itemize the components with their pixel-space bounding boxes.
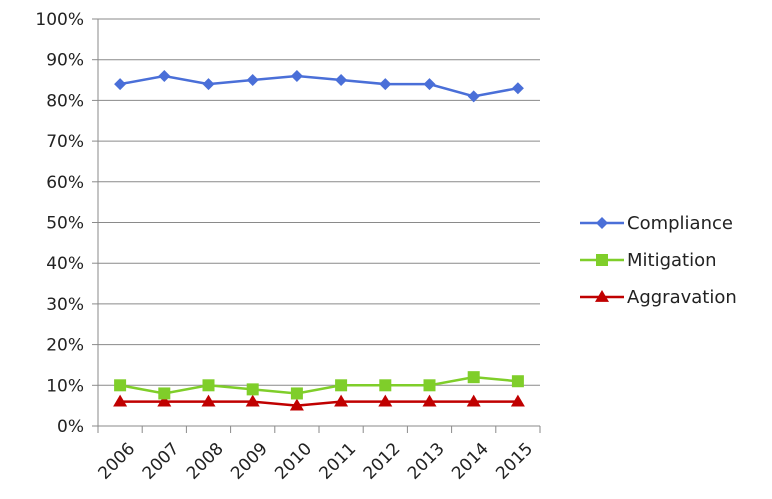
- legend-marker-mitigation: [596, 254, 608, 266]
- data-point-compliance: [246, 74, 259, 87]
- x-tick-label: 2007: [139, 439, 184, 484]
- x-tick-label: 2012: [360, 439, 405, 484]
- data-point-mitigation: [423, 379, 436, 392]
- x-tick-label: 2015: [492, 439, 537, 484]
- data-point-mitigation: [202, 379, 215, 392]
- legend-label-compliance: Compliance: [627, 213, 733, 234]
- data-point-aggravation: [157, 394, 172, 407]
- series-line-mitigation: [119, 375, 519, 395]
- data-point-compliance: [335, 74, 348, 87]
- y-tick-label: 30%: [46, 295, 84, 315]
- data-point-compliance: [290, 69, 303, 82]
- data-point-compliance: [114, 78, 127, 91]
- y-tick-label: 0%: [57, 417, 84, 437]
- data-point-compliance: [423, 78, 436, 91]
- data-point-mitigation: [335, 379, 348, 392]
- legend-label-mitigation: Mitigation: [627, 250, 717, 271]
- data-point-compliance: [467, 90, 480, 103]
- y-tick-label: 40%: [46, 254, 84, 274]
- x-tick-label: 2011: [316, 439, 361, 484]
- data-point-mitigation: [158, 387, 171, 400]
- data-point-mitigation: [511, 375, 524, 388]
- series-line-aggravation: [120, 400, 518, 407]
- data-point-aggravation: [422, 394, 437, 407]
- data-point-aggravation: [466, 394, 481, 407]
- data-point-mitigation: [379, 379, 392, 392]
- data-point-aggravation: [378, 394, 393, 407]
- data-point-compliance: [158, 69, 171, 82]
- x-tick-label: 2014: [448, 439, 493, 484]
- x-tick-label: 2009: [227, 439, 272, 484]
- data-point-aggravation: [510, 394, 525, 407]
- data-point-aggravation: [334, 394, 349, 407]
- legend-marker-aggravation: [595, 290, 609, 302]
- y-tick-label: 50%: [46, 214, 84, 234]
- y-tick-label: 20%: [46, 336, 84, 356]
- y-tick-label: 90%: [46, 51, 84, 71]
- data-point-aggravation: [245, 394, 260, 407]
- data-point-mitigation: [114, 379, 127, 392]
- data-point-mitigation: [246, 383, 259, 396]
- data-point-compliance: [379, 78, 392, 91]
- data-point-mitigation: [290, 387, 303, 400]
- y-tick-label: 80%: [46, 91, 84, 111]
- legend-marker-compliance: [596, 217, 608, 229]
- y-tick-label: 70%: [46, 132, 84, 152]
- data-point-mitigation: [467, 371, 480, 384]
- x-tick-label: 2013: [404, 439, 449, 484]
- x-tick-label: 2008: [183, 439, 228, 484]
- y-tick-label: 10%: [46, 376, 84, 396]
- x-tick-label: 2010: [271, 439, 316, 484]
- data-point-aggravation: [289, 398, 304, 411]
- x-tick-label: 2006: [95, 439, 140, 484]
- data-point-compliance: [511, 82, 524, 95]
- y-tick-label: 60%: [46, 173, 84, 193]
- legend-label-aggravation: Aggravation: [627, 287, 737, 308]
- data-point-compliance: [202, 78, 215, 91]
- y-tick-label: 100%: [35, 10, 84, 30]
- data-point-aggravation: [201, 394, 216, 407]
- series-line-compliance: [119, 74, 519, 98]
- data-point-aggravation: [113, 394, 128, 407]
